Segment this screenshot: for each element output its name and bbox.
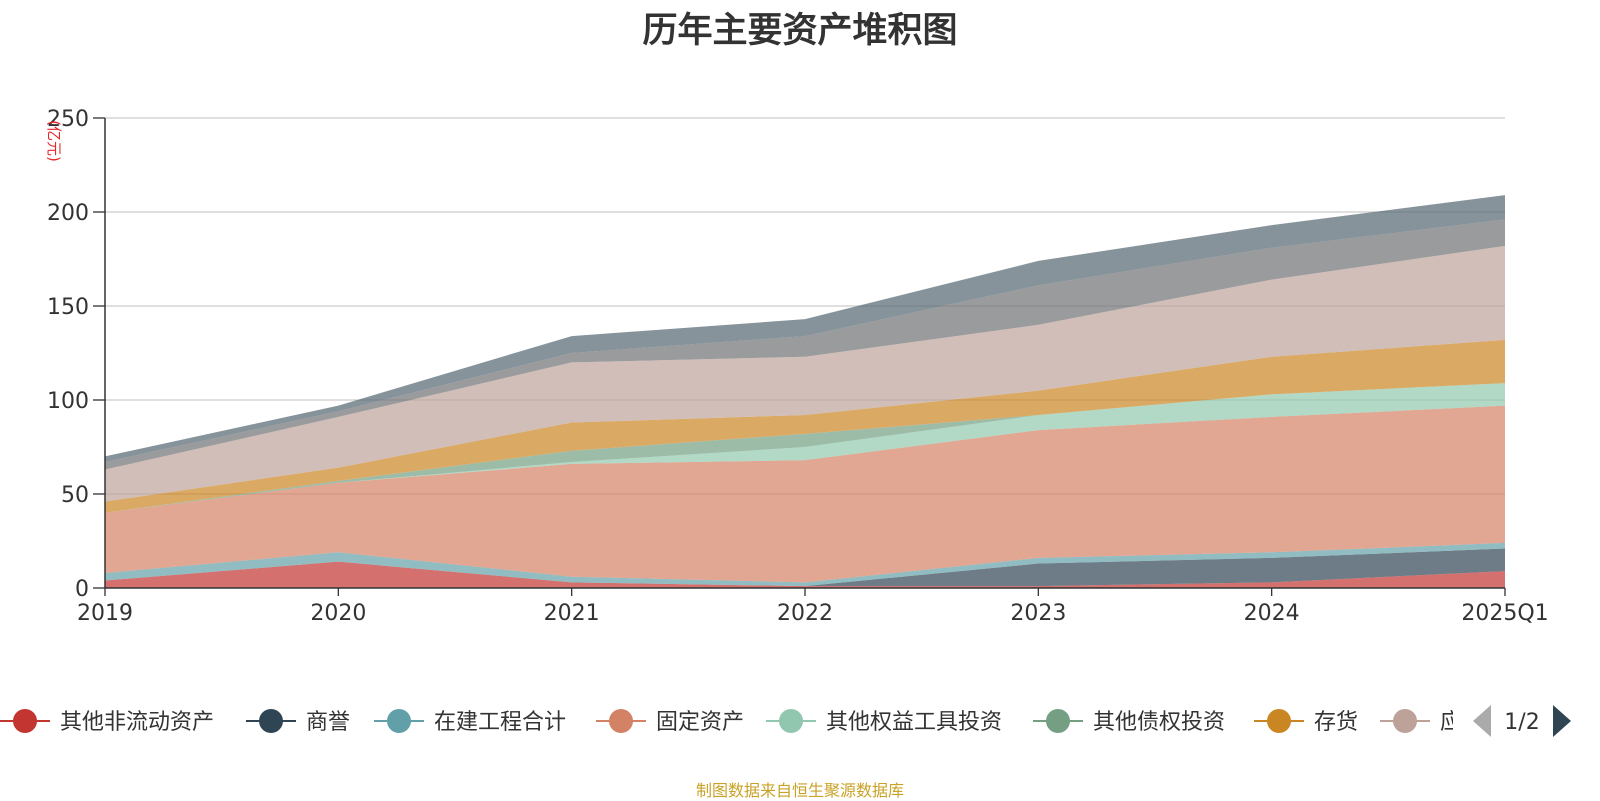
- legend-item[interactable]: 商誉: [246, 709, 350, 735]
- legend-item[interactable]: 在建工程合计: [374, 709, 566, 735]
- legend-item[interactable]: 其他非流动资产: [0, 709, 214, 735]
- y-tick-label: 200: [47, 201, 89, 226]
- series-area: [105, 245, 1505, 502]
- legend-label: 其他债权投资: [1093, 710, 1225, 735]
- legend-label: 商誉: [306, 710, 350, 735]
- y-tick-label: 100: [47, 389, 89, 414]
- legend-next-arrow-icon[interactable]: [1553, 705, 1571, 737]
- legend-item[interactable]: 其他债权投资: [1033, 709, 1225, 735]
- legend-marker: [779, 709, 803, 733]
- legend-prev-arrow-icon[interactable]: [1473, 705, 1491, 737]
- series-area: [105, 542, 1505, 587]
- y-tick-label: 150: [47, 295, 89, 320]
- legend-label: 固定资产: [656, 710, 744, 735]
- source-note: 制图数据来自恒生聚源数据库: [695, 781, 904, 800]
- series-area: [105, 195, 1505, 463]
- legend-label: 应收账款: [1440, 710, 1528, 735]
- area-series: [105, 195, 1505, 588]
- series-area: [105, 339, 1505, 513]
- legend-items: 其他非流动资产 商誉 在建工程合计 固定资产 其他权益工具投资 其他债权投资 存货 应收账款: [0, 709, 1528, 735]
- x-tick-label: 2024: [1244, 601, 1300, 626]
- legend-label: 存货: [1314, 710, 1358, 735]
- series-area: [105, 383, 1505, 513]
- legend-item[interactable]: 其他权益工具投资: [766, 709, 1002, 735]
- legend: 其他非流动资产 商誉 在建工程合计 固定资产 其他权益工具投资 其他债权投资 存货 应收账款1…: [0, 705, 1571, 737]
- series-area: [105, 561, 1505, 588]
- x-tick-label: 2020: [310, 601, 366, 626]
- legend-item[interactable]: 固定资产: [596, 709, 744, 735]
- legend-marker: [609, 709, 633, 733]
- series-area: [105, 548, 1505, 587]
- x-tick-label: 2021: [544, 601, 600, 626]
- legend-item[interactable]: 存货: [1254, 709, 1358, 735]
- legend-page-indicator: 1/2: [1504, 710, 1539, 735]
- axes: 0 50 100 150 200 250 2019 2020 2021 2022 2023 2024 2…: [45, 107, 1549, 626]
- x-tick-label: 2019: [77, 601, 133, 626]
- x-tick-label: 2022: [777, 601, 833, 626]
- x-tick-label: 2025Q1: [1461, 601, 1548, 626]
- y-axis-unit-label: (亿元): [45, 120, 63, 162]
- series-area: [105, 219, 1505, 470]
- legend-marker: [1393, 709, 1417, 733]
- legend-item[interactable]: 应收账款: [1380, 709, 1528, 735]
- y-tick-label: 250: [47, 107, 89, 132]
- legend-marker: [13, 709, 37, 733]
- legend-marker: [259, 709, 283, 733]
- legend-marker: [1267, 709, 1291, 733]
- legend-label: 其他非流动资产: [60, 710, 214, 735]
- y-tick-label: 0: [75, 577, 89, 602]
- legend-marker: [387, 709, 411, 733]
- y-tick-label: 50: [61, 483, 89, 508]
- legend-marker: [1046, 709, 1070, 733]
- series-area: [105, 405, 1505, 583]
- legend-label: 在建工程合计: [434, 710, 566, 735]
- chart-title: 历年主要资产堆积图: [642, 11, 958, 51]
- legend-label: 其他权益工具投资: [826, 710, 1002, 735]
- x-tick-label: 2023: [1010, 601, 1066, 626]
